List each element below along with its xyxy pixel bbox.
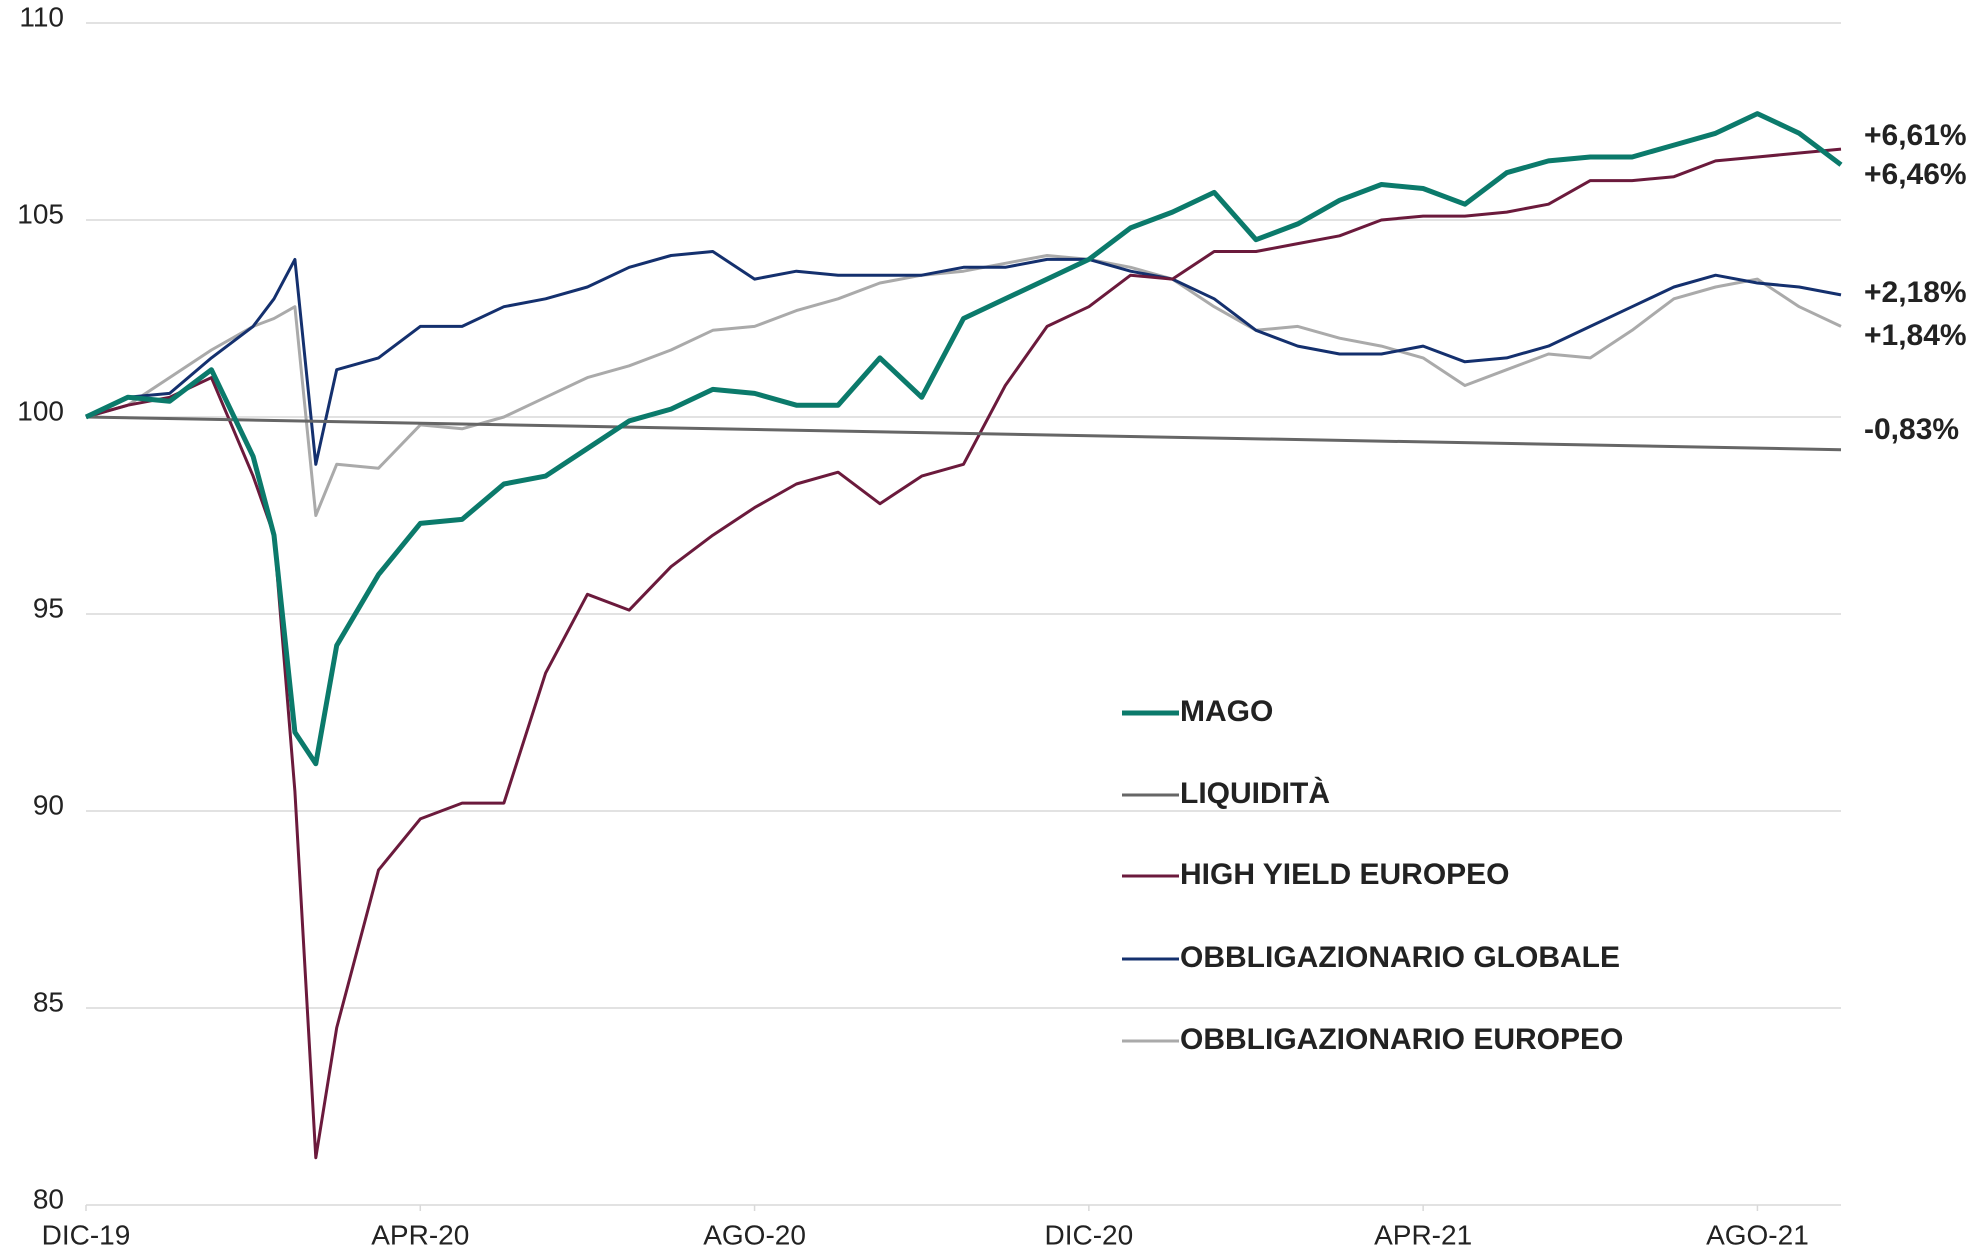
y-tick-label: 95 xyxy=(33,592,64,623)
y-tick-label: 80 xyxy=(33,1183,64,1214)
series-line xyxy=(85,250,1842,466)
x-tick-label: DIC-20 xyxy=(1045,1219,1134,1250)
series-line xyxy=(85,147,1842,1160)
x-tick-label: AGO-21 xyxy=(1706,1219,1809,1250)
end-label: +2,18% xyxy=(1864,276,1967,309)
x-tick-label: AGO-20 xyxy=(703,1219,806,1250)
y-tick-label: 90 xyxy=(33,789,64,820)
legend-label: OBBLIGAZIONARIO EUROPEO xyxy=(1180,1023,1623,1056)
x-tick-label: APR-21 xyxy=(1374,1219,1472,1250)
series-line xyxy=(85,415,1842,452)
y-tick-label: 105 xyxy=(17,198,64,229)
y-tick-label: 100 xyxy=(17,395,64,426)
end-label: +6,61% xyxy=(1864,119,1967,152)
legend-label: MAGO xyxy=(1180,695,1273,728)
end-label: +6,46% xyxy=(1864,158,1967,191)
x-tick-label: APR-20 xyxy=(371,1219,469,1250)
y-tick-label: 85 xyxy=(33,986,64,1017)
series-line xyxy=(85,254,1842,517)
y-tick-label: 110 xyxy=(19,1,64,32)
legend-label: OBBLIGAZIONARIO GLOBALE xyxy=(1180,941,1620,974)
end-label: +1,84% xyxy=(1864,319,1967,352)
legend-label: HIGH YIELD EUROPEO xyxy=(1180,858,1510,891)
legend-label: LIQUIDITÀ xyxy=(1180,776,1330,810)
series-line xyxy=(84,111,1843,767)
x-tick-label: DIC-19 xyxy=(42,1219,131,1250)
end-label: -0,83% xyxy=(1864,413,1959,446)
